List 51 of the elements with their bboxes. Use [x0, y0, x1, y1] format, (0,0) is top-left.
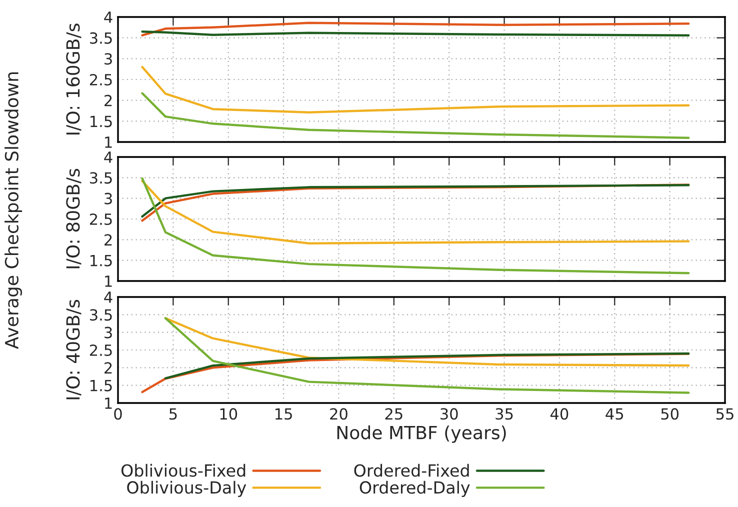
- x-tick-label: 15: [276, 408, 292, 420]
- x-tick-label: 55: [716, 408, 734, 420]
- y-tick-label: 3: [104, 53, 112, 65]
- line-series: [164, 352, 690, 380]
- legend-label: Oblivious-Fixed: [121, 464, 246, 477]
- legend-label: Ordered-Daly: [360, 480, 470, 497]
- legend-label: Oblivious-Daly: [127, 480, 246, 497]
- y-axis-title: I/O: 160GB/s: [66, 24, 82, 134]
- y-axis-title: I/O: 40GB/s: [66, 300, 82, 400]
- line-series: [164, 317, 690, 394]
- y-tick-label: 1.5: [90, 116, 112, 128]
- y-tick-label: 2: [104, 362, 112, 374]
- line-series: [141, 66, 690, 114]
- y-tick-label: 1: [105, 398, 112, 409]
- y-tick-label: 3.5: [90, 32, 112, 44]
- line-series: [141, 92, 690, 139]
- x-tick-label: 40: [550, 408, 568, 420]
- x-tick-label: 0: [114, 408, 122, 420]
- x-tick-label: 10: [220, 408, 238, 420]
- y-tick-label: 1: [105, 136, 112, 148]
- line-series: [164, 317, 690, 367]
- y-tick-label: 2.5: [90, 74, 112, 86]
- line-series: [141, 352, 690, 394]
- y-tick-label: 3: [104, 192, 112, 204]
- line-series: [141, 180, 690, 244]
- x-tick-label: 20: [330, 408, 348, 420]
- x-tick-label: 5: [170, 408, 177, 420]
- x-tick-label: 35: [496, 408, 513, 420]
- y-tick-label: 4: [104, 152, 112, 163]
- y-tick-label: 2.5: [90, 213, 112, 226]
- y-tick-label: 3: [104, 326, 112, 338]
- x-tick-label: 30: [440, 408, 458, 420]
- x-tick-label: 45: [606, 408, 624, 420]
- legend-label: Ordered-Fixed: [354, 464, 469, 477]
- y-tick-label: 2.5: [90, 344, 112, 356]
- x-tick-label: 50: [661, 408, 679, 420]
- text: Average Checkpoint Slowdown: [4, 72, 22, 349]
- y-tick-label: 1.5: [90, 380, 112, 392]
- y-tick-label: 2: [104, 94, 112, 106]
- y-tick-label: 1.5: [90, 255, 112, 266]
- x-tick-label: 25: [385, 408, 402, 420]
- y-tick-label: 4: [104, 292, 112, 303]
- line-series: [141, 177, 690, 274]
- y-tick-label: 3.5: [90, 172, 112, 184]
- x-axis-title: Node MTBF (years): [337, 425, 506, 443]
- y-tick-label: 1: [105, 276, 112, 287]
- line-series: [141, 22, 690, 36]
- y-tick-label: 4: [104, 12, 112, 23]
- y-axis-title: I/O: 80GB/s: [66, 168, 82, 268]
- y-tick-label: 2: [104, 234, 112, 246]
- y-tick-label: 3.5: [90, 309, 112, 321]
